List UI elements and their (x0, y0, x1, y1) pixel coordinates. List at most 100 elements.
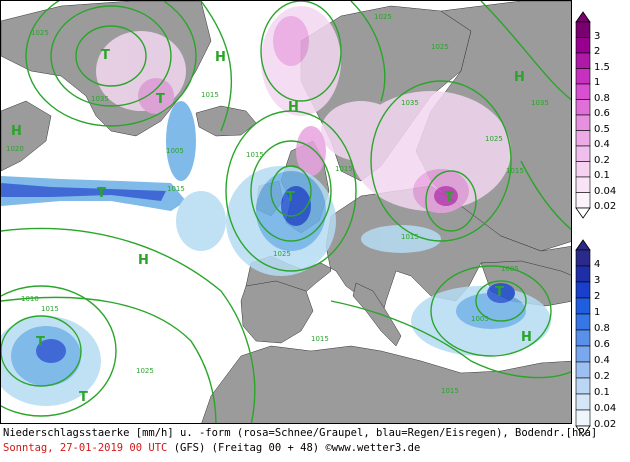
source-site: ©www.wetter3.de (325, 442, 421, 454)
snow-legend-value-label: 0.1 (594, 170, 610, 181)
snow-legend-swatch (575, 145, 591, 162)
rain-legend-value-label: 0.6 (594, 339, 610, 350)
rain-legend-value-label: 0.8 (594, 323, 610, 334)
high-pressure-label: H (521, 330, 532, 345)
landmass-italy (352, 282, 402, 347)
isobar-label: 1015 (506, 167, 524, 175)
forecast-date: Sonntag, 27-01-2019 00 UTC (3, 442, 168, 454)
rain-legend-swatch (575, 377, 591, 395)
map-footer: Niederschlagsstaerke [mm/h] u. -form (ro… (0, 424, 597, 458)
isobar-label: 1025 (136, 367, 154, 375)
snow-legend-value-label: 2 (594, 46, 601, 57)
isobar-label: 1005 (166, 147, 184, 155)
high-pressure-label: H (288, 100, 299, 115)
rain-legend-swatch (575, 249, 591, 267)
rain-legend-value-label: 0.04 (594, 403, 617, 414)
rain-legend-top-arrow (575, 239, 591, 251)
rain-legend-swatch (575, 361, 591, 379)
snow-legend-value-label: 0.04 (594, 185, 617, 197)
rain-legend-value-label: 0.2 (594, 371, 610, 382)
isobar-label: 1005 (501, 265, 519, 273)
rain-legend-value-label: 1 (594, 307, 601, 318)
isobar-label: 1005 (471, 315, 489, 323)
isobar-label: 1025 (485, 135, 503, 143)
isobar-label: 1015 (441, 387, 459, 395)
snow-legend-value-label: 0.5 (594, 123, 610, 135)
snow-legend-value-label: 1.5 (594, 61, 610, 73)
rain-legend-value-label: 2 (594, 291, 601, 302)
isobar-label: 1025 (273, 250, 291, 258)
rain-legend-swatch (575, 297, 591, 315)
high-pressure-label: H (11, 124, 22, 139)
snow-legend-swatch (575, 161, 591, 178)
rain-legend-swatch (575, 313, 591, 331)
snow-legend-swatch (575, 192, 591, 209)
rain-legend-swatch (575, 409, 591, 427)
snow-legend-swatch (575, 68, 591, 85)
isobar-label: 1015 (311, 335, 329, 343)
low-pressure-label: T (97, 186, 106, 201)
snow-legend-value-label: 1 (594, 77, 601, 88)
isobar-label: 1015 (167, 185, 185, 193)
snow-legend-top-arrow (575, 11, 591, 23)
snow-legend-value-label: 0.4 (594, 139, 610, 150)
landmass-canada (1, 100, 52, 172)
rain-legend-value-label: 4 (594, 259, 601, 270)
rain-legend-bottom-arrow (575, 425, 591, 437)
rain-precipitation (1, 101, 551, 406)
low-pressure-label: T (79, 390, 88, 405)
isobar-label: 1035 (531, 99, 549, 107)
isobar-label: 1010 (21, 295, 39, 303)
map-canvas: H H H H H H T T T T T T T T 1025 1025 10… (1, 1, 571, 423)
rain-legend-value-label: 0.1 (594, 387, 610, 398)
legend-caption: Niederschlagsstaerke [mm/h] u. -form (ro… (3, 427, 598, 439)
snow-legend-swatch (575, 176, 591, 193)
isobar-label: 1025 (31, 29, 49, 37)
rain-legend-value-label: 3 (594, 275, 601, 286)
rain-legend-swatch (575, 281, 591, 299)
snow-legend-value-label: 0.02 (594, 201, 617, 212)
snow-precipitation (96, 6, 511, 213)
weather-map: H H H H H H T T T T T T T T 1025 1025 10… (0, 0, 572, 424)
isobar-labels: 1025 1025 1025 1015 1035 1035 1035 1015 … (6, 13, 549, 395)
legend-panel: 3 2 1.5 1 0.8 0.6 0.5 0.4 0.2 0.1 0.04 0.02 4 3 2 1 0.8 0… (572, 0, 630, 458)
rain-legend-swatch (575, 265, 591, 283)
snow-legend-swatch (575, 52, 591, 69)
isobar-label: 1015 (335, 165, 353, 173)
snow-legend-value-label: 0.8 (594, 92, 610, 104)
rain-legend-swatch (575, 393, 591, 411)
high-pressure-label: H (215, 50, 226, 65)
snow-legend-value-label: 0.6 (594, 108, 610, 119)
snow-legend-swatch (575, 130, 591, 147)
isobar-label: 1035 (401, 99, 419, 107)
isobars (1, 1, 571, 423)
snow-legend-value-label: 0.2 (594, 154, 610, 166)
isobar-label: 1015 (201, 91, 219, 99)
rain-legend-swatch (575, 329, 591, 347)
snow-legend-swatch (575, 99, 591, 116)
low-pressure-label: T (156, 92, 165, 107)
model-run: (GFS) (Freitag 00 + 48) (173, 442, 320, 454)
snow-legend-value-label: 3 (594, 30, 601, 42)
low-pressure-label: T (495, 285, 504, 300)
rain-legend-value-label: 0.4 (594, 355, 610, 366)
snow-legend-swatch (575, 21, 591, 38)
isobar-label: 1015 (401, 233, 419, 241)
low-pressure-label: T (286, 190, 295, 205)
low-pressure-label: T (101, 48, 110, 63)
snow-legend-swatch (575, 37, 591, 54)
low-pressure-label: T (36, 335, 45, 350)
high-pressure-label: H (514, 70, 525, 85)
snow-legend-swatch (575, 114, 591, 131)
isobar-label: 1035 (91, 95, 109, 103)
landmass-africa (201, 345, 571, 423)
isobar-label: 1015 (246, 151, 264, 159)
landmass-iberia (240, 280, 314, 344)
low-pressure-label: T (445, 190, 454, 205)
isobar-label: 1015 (41, 305, 59, 313)
pressure-centres: H H H H H H T T T T T T T T (11, 48, 532, 405)
rain-legend-value-label: 0.02 (594, 419, 617, 430)
isobar-label: 1025 (374, 13, 392, 21)
snow-legend-bottom-arrow (575, 207, 591, 219)
high-pressure-label: H (138, 253, 149, 268)
